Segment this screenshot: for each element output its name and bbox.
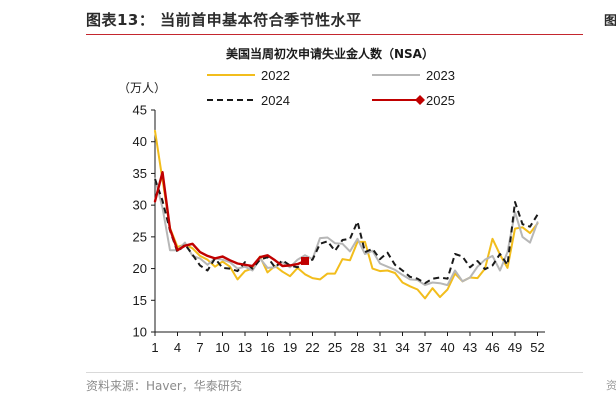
x-tick-label: 16 xyxy=(260,340,274,355)
legend-item-2022: 2022 xyxy=(207,68,290,83)
x-tick-label: 52 xyxy=(530,340,544,355)
legend-label-2024: 2024 xyxy=(261,93,290,108)
y-tick-label: 25 xyxy=(133,229,147,244)
y-tick-label: 45 xyxy=(133,103,147,118)
y-tick-label: 30 xyxy=(133,198,147,213)
legend-item-2024: 2024 xyxy=(207,93,290,108)
y-axis-unit-label: （万人） xyxy=(118,81,166,95)
adjacent-source-edge: 资 xyxy=(606,379,616,391)
x-tick-label: 43 xyxy=(463,340,477,355)
adjacent-figure-label-edge: 图 xyxy=(604,14,616,26)
x-tick-label: 31 xyxy=(373,340,387,355)
series-endpoint-marker-2025 xyxy=(301,256,309,265)
series-line-2024 xyxy=(154,178,539,285)
x-tick-label: 49 xyxy=(508,340,522,355)
legend-label-2023: 2023 xyxy=(426,68,455,83)
x-tick-label: 19 xyxy=(283,340,297,355)
figure-header: 图表13： 当前首申基本符合季节性水平 xyxy=(0,0,616,36)
x-tick-label: 4 xyxy=(174,340,181,355)
footer-rule xyxy=(86,372,583,373)
legend-item-2023: 2023 xyxy=(372,68,455,83)
x-tick-label: 22 xyxy=(305,340,319,355)
axes: 10 15 20 25 30 35 40 45 1 4 7 10 13 16 19 22 25 28 31 34 37 4… xyxy=(133,103,545,355)
x-tick-label: 37 xyxy=(418,340,432,355)
x-tick-label: 10 xyxy=(215,340,229,355)
x-tick-label: 1 xyxy=(151,340,158,355)
x-tick-label: 46 xyxy=(485,340,499,355)
series-line-2025 xyxy=(153,170,307,268)
y-tick-label: 35 xyxy=(133,166,147,181)
x-tick-label: 28 xyxy=(350,340,364,355)
chart-title: 美国当周初次申请失业金人数（NSA） xyxy=(226,46,434,61)
figure-label: 图表13： 当前首申基本符合季节性水平 xyxy=(86,11,362,29)
legend-label-2022: 2022 xyxy=(261,68,290,83)
x-tick-label: 25 xyxy=(328,340,342,355)
x-tick-label: 7 xyxy=(196,340,203,355)
legend: 2022 2023 2024 2025 xyxy=(207,68,455,108)
series-line-2023 xyxy=(154,177,539,287)
series-layer xyxy=(153,129,539,300)
y-tick-label: 10 xyxy=(133,325,147,340)
y-tick-label: 40 xyxy=(133,134,147,149)
legend-label-2025: 2025 xyxy=(426,93,455,108)
figure-header-rule xyxy=(86,34,583,35)
x-tick-label: 34 xyxy=(395,340,409,355)
x-tick-label: 13 xyxy=(238,340,252,355)
y-tick-label: 15 xyxy=(133,293,147,308)
x-tick-label: 40 xyxy=(440,340,454,355)
source-note: 资料来源：Haver，华泰研究 xyxy=(86,379,242,393)
series-line-2022 xyxy=(154,129,539,300)
legend-marker-2025 xyxy=(415,95,425,105)
legend-item-2025: 2025 xyxy=(372,93,455,108)
y-tick-label: 20 xyxy=(133,261,147,276)
